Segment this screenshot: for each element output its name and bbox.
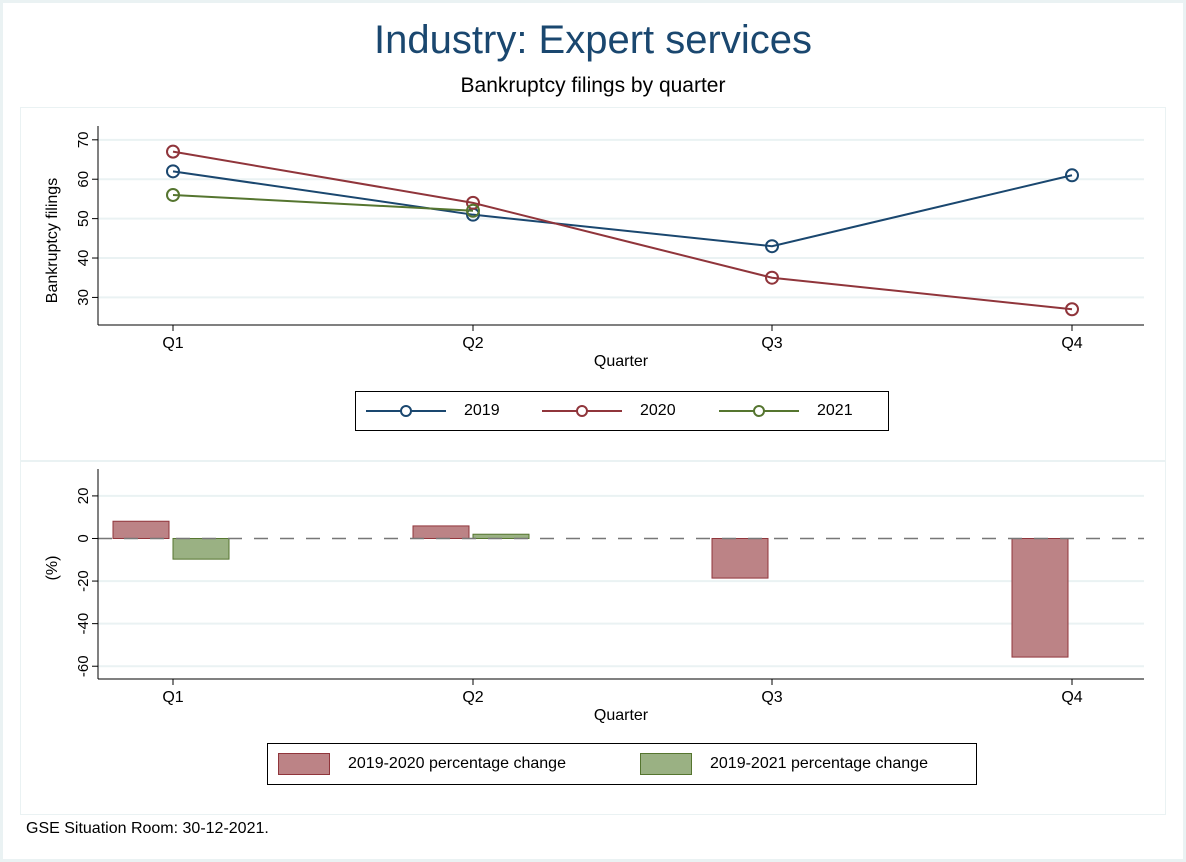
bar-2019-2020 percentage change xyxy=(112,520,170,539)
y-tick-label: -40 xyxy=(75,613,92,635)
bar-2019-2020 percentage change xyxy=(1011,537,1069,658)
legend-label-2021: 2021 xyxy=(817,402,853,419)
legend-label-2020: 2020 xyxy=(640,402,676,419)
legend-item-2019-2021: 2019-2021 percentage change xyxy=(640,753,928,775)
data-point-2021 xyxy=(466,203,480,218)
x-tick-label: Q2 xyxy=(462,335,483,352)
legend-label-2019-2021: 2019-2021 percentage change xyxy=(710,755,928,772)
x-axis-title: Quarter xyxy=(594,353,649,370)
y-tick-label: 60 xyxy=(75,171,92,188)
y-axis-title: (%) xyxy=(44,556,61,581)
bar-chart-panel: 20 0 -20 -40 -60 Q1 Q2 Q3 Q4 Quarter (%) 2019-2020… xyxy=(20,461,1166,815)
source-note: GSE Situation Room: 30-12-2021. xyxy=(26,820,269,837)
x-tick-label: Q1 xyxy=(162,689,183,706)
y-tick-label: 50 xyxy=(75,210,92,227)
x-axis-title: Quarter xyxy=(594,707,649,724)
figure-subtitle: Bankruptcy filings by quarter xyxy=(460,74,726,97)
legend-marker-2019 xyxy=(366,405,446,417)
y-tick-label: 0 xyxy=(75,534,92,542)
data-point-2019 xyxy=(166,164,180,179)
data-point-2020 xyxy=(466,195,480,210)
legend-swatch-2019-2021 xyxy=(640,753,692,775)
bar-2019-2020 percentage change xyxy=(711,537,769,579)
line-legend: 2019 2020 2021 xyxy=(355,391,889,431)
bar-chart: 20 0 -20 -40 -60 Q1 Q2 Q3 Q4 Quarter (%) xyxy=(44,469,1144,724)
x-tick-label: Q1 xyxy=(162,335,183,352)
legend-marker-2021 xyxy=(719,405,799,417)
bar-2019-2020 percentage change xyxy=(412,525,470,539)
y-tick-label: 40 xyxy=(75,250,92,267)
legend-item-2020: 2020 xyxy=(542,402,676,420)
x-tick-label: Q4 xyxy=(1061,689,1082,706)
y-tick-label: -20 xyxy=(75,570,92,592)
data-point-2019 xyxy=(765,239,779,254)
x-tick-label: Q3 xyxy=(761,689,782,706)
legend-label-2019: 2019 xyxy=(464,402,500,419)
legend-marker-2020 xyxy=(542,405,622,417)
legend-item-2019: 2019 xyxy=(366,402,500,420)
y-tick-label: 70 xyxy=(75,131,92,148)
y-axis-title: Bankruptcy filings xyxy=(44,178,61,303)
bar-legend: 2019-2020 percentage change 2019-2021 pe… xyxy=(267,743,977,785)
y-tick-label: 30 xyxy=(75,289,92,306)
figure-title: Industry: Expert services xyxy=(374,18,812,62)
series-line-2021 xyxy=(172,193,474,212)
legend-swatch-2019-2020 xyxy=(278,753,330,775)
bar-2019-2021 percentage change xyxy=(172,537,230,560)
y-tick-label: 20 xyxy=(75,488,92,505)
legend-item-2019-2020: 2019-2020 percentage change xyxy=(278,753,566,775)
x-tick-label: Q4 xyxy=(1061,335,1082,352)
line-chart: 30 40 50 60 70 Q1 Q2 Q3 Q4 Quarter Bankruptcy fili… xyxy=(44,126,1144,370)
legend-label-2019-2020: 2019-2020 percentage change xyxy=(348,755,566,772)
legend-item-2021: 2021 xyxy=(719,402,853,420)
data-point-2020 xyxy=(1065,302,1079,317)
data-point-2020 xyxy=(166,144,180,159)
line-chart-panel: 30 40 50 60 70 Q1 Q2 Q3 Q4 Quarter Bankruptcy fili… xyxy=(20,107,1166,461)
series-line-2019 xyxy=(172,170,1073,248)
x-tick-label: Q3 xyxy=(761,335,782,352)
y-tick-label: -60 xyxy=(75,655,92,677)
data-point-2020 xyxy=(765,270,779,285)
data-point-2019 xyxy=(1065,168,1079,183)
series-line-2020 xyxy=(172,150,1073,311)
x-tick-label: Q2 xyxy=(462,689,483,706)
data-point-2021 xyxy=(166,187,180,202)
